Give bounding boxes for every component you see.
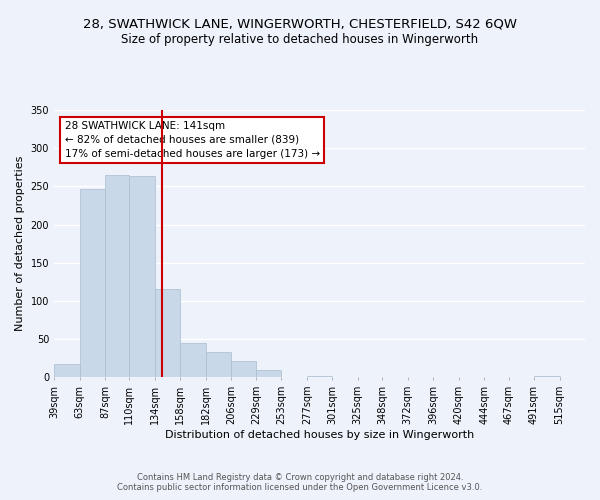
Bar [155,288,181,378]
Bar [130,176,155,378]
Text: Contains public sector information licensed under the Open Government Licence v3: Contains public sector information licen… [118,484,482,492]
Bar [181,343,206,378]
Bar [105,175,130,378]
Bar [534,376,560,378]
Bar [256,370,281,378]
Bar [80,188,105,378]
Text: 28, SWATHWICK LANE, WINGERWORTH, CHESTERFIELD, S42 6QW: 28, SWATHWICK LANE, WINGERWORTH, CHESTER… [83,18,517,30]
Bar [206,352,232,378]
Text: Contains HM Land Registry data © Crown copyright and database right 2024.: Contains HM Land Registry data © Crown c… [137,472,463,482]
Text: 28 SWATHWICK LANE: 141sqm
← 82% of detached houses are smaller (839)
17% of semi: 28 SWATHWICK LANE: 141sqm ← 82% of detac… [65,120,320,158]
Text: Size of property relative to detached houses in Wingerworth: Size of property relative to detached ho… [121,32,479,46]
Y-axis label: Number of detached properties: Number of detached properties [15,156,25,332]
Bar [232,362,256,378]
Bar [54,364,80,378]
X-axis label: Distribution of detached houses by size in Wingerworth: Distribution of detached houses by size … [165,430,474,440]
Bar [307,376,332,378]
